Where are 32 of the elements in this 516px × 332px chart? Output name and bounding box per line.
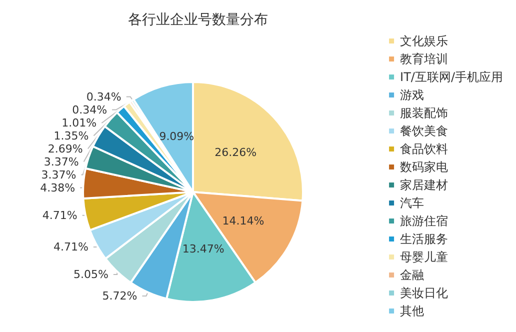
legend-label: 旅游住宿	[400, 214, 448, 228]
legend-label: 文化娱乐	[400, 34, 448, 48]
legend-label: 生活服务	[400, 232, 448, 246]
legend-label: 数码家电	[400, 160, 448, 174]
legend-label: 服装配饰	[400, 106, 448, 120]
legend-label: 汽车	[400, 196, 424, 210]
data-label: 0.34%	[86, 90, 122, 104]
data-label: 5.05%	[73, 268, 108, 282]
legend-label: 母婴儿童	[400, 250, 448, 264]
data-label: 13.47%	[182, 242, 224, 256]
data-label: 4.71%	[42, 208, 78, 222]
data-label: 26.26%	[214, 146, 257, 160]
data-label: 3.37%	[44, 155, 79, 168]
legend-label: IT/互联网/手机应用	[400, 70, 504, 84]
data-label: 14.14%	[222, 214, 264, 228]
legend-label: 金融	[400, 268, 424, 282]
data-label: 4.71%	[53, 240, 88, 254]
legend-label: 教育培训	[400, 52, 448, 66]
legend-label: 食品饮料	[400, 142, 448, 156]
legend-label: 其他	[400, 304, 424, 318]
data-label: 5.72%	[102, 289, 138, 302]
data-label: 0.34%	[72, 103, 108, 116]
legend-label: 游戏	[400, 88, 424, 102]
data-label: 3.37%	[41, 168, 76, 182]
data-label: 4.38%	[40, 181, 76, 194]
legend-label: 餐饮美食	[400, 124, 448, 138]
data-label: 1.35%	[54, 129, 89, 142]
legend-label: 家居建材	[400, 178, 448, 192]
data-label: 1.01%	[62, 116, 97, 130]
legend-label: 美妆日化	[400, 286, 448, 300]
chart-title: 各行业企业号数量分布	[128, 12, 268, 28]
data-label: 2.69%	[48, 142, 83, 156]
